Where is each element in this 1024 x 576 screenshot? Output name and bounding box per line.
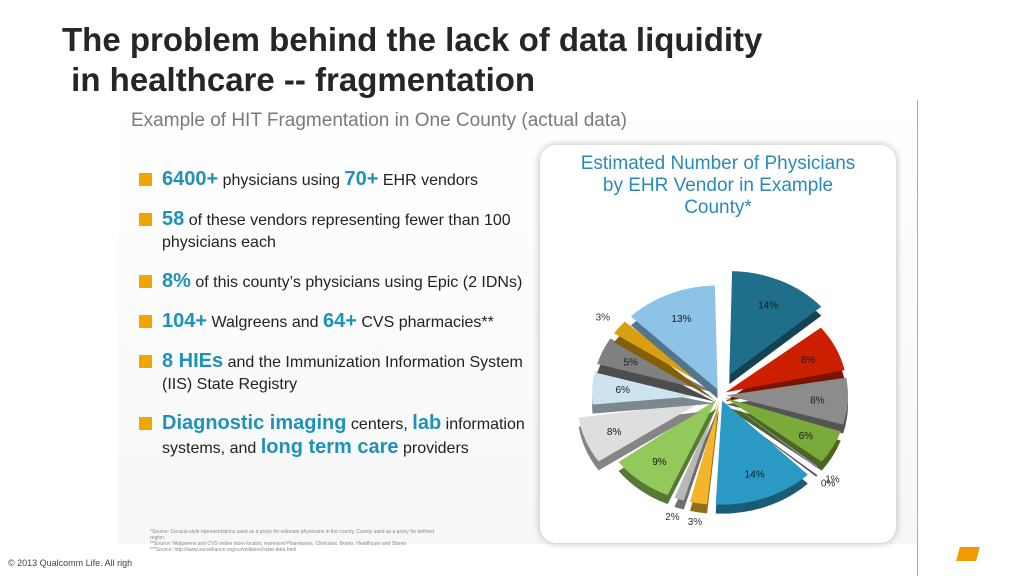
bullet-item: 104+ Walgreens and 64+ CVS pharmacies** xyxy=(138,310,528,334)
slide-title-line-2: in healthcare -- fragmentation xyxy=(62,61,536,98)
source-footnote: *Source: Census-style representations us… xyxy=(150,529,450,553)
chart-title-line-1: Estimated Number of Physicians xyxy=(580,153,856,174)
bullet-square-icon xyxy=(139,173,152,186)
bullet-highlight: 8 HIEs xyxy=(162,350,224,372)
chart-title: Estimated Number of Physicians by EHR Ve… xyxy=(540,153,896,219)
bullet-highlight: 6400+ xyxy=(162,168,219,190)
bullet-highlight: Diagnostic imaging xyxy=(162,412,347,434)
pie-slice xyxy=(618,399,717,505)
pie-chart: 14% 8% 8% 6% 1%0% 14% 3% 2% 9% 8% 6% 5% 3% 13% xyxy=(578,271,848,528)
bullet-square-icon xyxy=(139,355,152,368)
pie-slice-label: 9% xyxy=(652,457,667,468)
pie-slice-label: 6% xyxy=(616,385,631,396)
bullet-item: Diagnostic imaging centers, lab informat… xyxy=(138,412,528,460)
bullet-text: and the Immunization Information System … xyxy=(162,354,523,393)
chart-title-line-2: by EHR Vendor in Example xyxy=(602,175,834,196)
pie-slice-label: 2% xyxy=(665,512,680,523)
bullet-item: 8% of this county’s physicians using Epi… xyxy=(138,270,528,294)
bullet-highlight: 70+ xyxy=(344,168,379,190)
pie-slice-top xyxy=(724,398,818,468)
bullet-square-icon xyxy=(139,417,152,430)
pie-slice-label: 3% xyxy=(688,517,703,528)
pie-slice xyxy=(715,400,808,514)
bullet-square-icon xyxy=(139,213,152,226)
pie-slice-top xyxy=(715,400,808,505)
bullet-text: physicians using xyxy=(218,172,345,189)
slide-title-line-1: The problem behind the lack of data liqu… xyxy=(62,21,763,58)
brand-logo xyxy=(956,547,980,561)
bullet-item: 8 HIEs and the Immunization Information … xyxy=(138,350,528,396)
pie-slice-label: 14% xyxy=(745,470,765,481)
pie-slice xyxy=(578,402,700,471)
bullet-highlight: 104+ xyxy=(162,310,208,332)
pie-slice-top xyxy=(725,397,841,462)
bullet-text: of this county’s physicians using Epic (… xyxy=(190,274,523,291)
pie-slice-label: 8% xyxy=(607,427,622,438)
pie-slice-side xyxy=(614,330,716,401)
pie-slice xyxy=(630,285,718,399)
bullet-text: information systems, and xyxy=(162,416,525,457)
bullet-highlight: 58 xyxy=(162,208,185,230)
bullet-item: 6400+ physicians using 70+ EHR vendors xyxy=(138,168,528,192)
pie-slice-label: 14% xyxy=(758,300,778,311)
bullet-square-icon xyxy=(139,275,152,288)
bullet-text: Walgreens and xyxy=(207,314,323,331)
bullet-text: of these vendors representing fewer than… xyxy=(162,212,511,251)
pie-slice-top xyxy=(729,271,822,376)
pie-slice-label: 8% xyxy=(810,396,825,407)
pie-slice-top xyxy=(725,377,848,425)
footnote-line-1: *Source: Census-style representations us… xyxy=(150,529,434,541)
bullet-highlight: 8% xyxy=(162,270,191,292)
pie-slice xyxy=(729,271,822,385)
chart-title-line-3: County* xyxy=(684,197,752,218)
pie-chart-card: Estimated Number of Physicians by EHR Ve… xyxy=(540,145,896,543)
bullet-item: 58 of these vendors representing fewer t… xyxy=(138,208,528,254)
pie-slice-label: 1% xyxy=(825,475,840,486)
pie-slice-top xyxy=(725,327,845,393)
bullet-text: EHR vendors xyxy=(378,172,478,189)
bullet-text: centers, xyxy=(346,416,413,433)
footnote-line-2: **Source: Walgreens and CVS online store… xyxy=(150,541,407,547)
bullet-highlight: long term care xyxy=(260,436,399,458)
pie-slice-top xyxy=(578,402,700,462)
slide-title: The problem behind the lack of data liqu… xyxy=(62,20,762,100)
pie-slice-label: 6% xyxy=(799,431,814,442)
bullet-text: CVS pharmacies** xyxy=(356,314,494,331)
pie-slice xyxy=(725,397,841,471)
pie-slice xyxy=(725,377,848,434)
pie-slice-label: 8% xyxy=(801,355,816,366)
footnote-line-3: ***Source: http://www.surveillance.org/s… xyxy=(150,547,297,553)
bullet-highlight: 64+ xyxy=(322,310,357,332)
pie-slice-label: 5% xyxy=(623,357,638,368)
bullet-list: 6400+ physicians using 70+ EHR vendors 58… xyxy=(138,168,528,476)
pie-slice-label: 0% xyxy=(821,479,836,490)
pie-slice xyxy=(725,327,845,402)
divider-line xyxy=(917,100,918,576)
slide-subtitle: Example of HIT Fragmentation in One Coun… xyxy=(131,110,628,131)
pie-slice-label: 3% xyxy=(596,312,611,323)
pie-slice-top xyxy=(630,285,718,390)
pie-slice-label: 13% xyxy=(671,314,691,325)
bullet-square-icon xyxy=(139,315,152,328)
copyright-text: © 2013 Qualcomm Life. All righ xyxy=(8,558,133,568)
bullet-highlight: lab xyxy=(412,412,442,434)
pie-slice-top xyxy=(618,399,717,496)
bullet-text: providers xyxy=(398,440,469,457)
